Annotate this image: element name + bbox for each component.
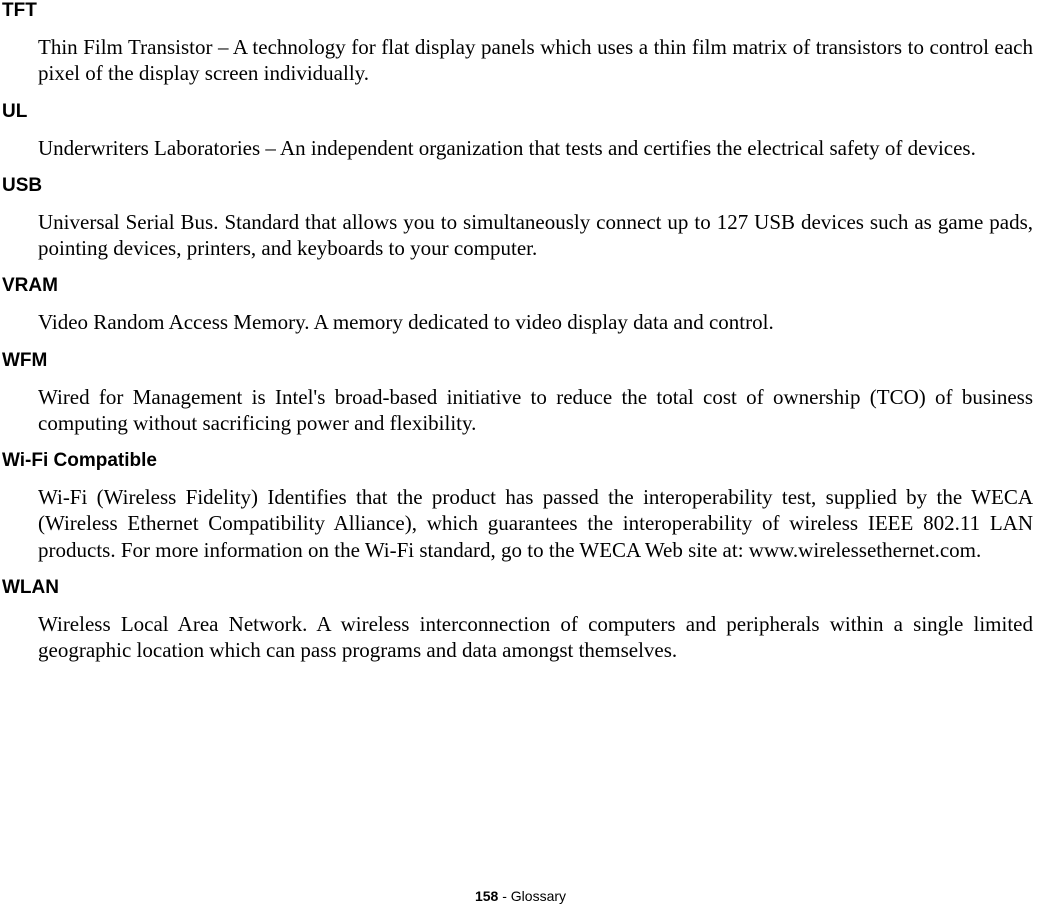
glossary-entry: VRAM Video Random Access Memory. A memor…	[2, 275, 1033, 335]
footer-separator: -	[498, 888, 510, 904]
glossary-page: TFT Thin Film Transistor – A technology …	[0, 0, 1041, 920]
page-footer: 158 - Glossary	[0, 888, 1041, 906]
glossary-term: WLAN	[2, 577, 1033, 599]
glossary-term: USB	[2, 175, 1033, 197]
glossary-term: VRAM	[2, 275, 1033, 297]
glossary-definition: Wi-Fi (Wireless Fidelity) Identifies tha…	[38, 484, 1033, 563]
glossary-definition: Thin Film Transistor – A technology for …	[38, 34, 1033, 87]
glossary-definition: Underwriters Laboratories – An independe…	[38, 135, 1033, 161]
glossary-entry: USB Universal Serial Bus. Standard that …	[2, 175, 1033, 262]
glossary-entry: WFM Wired for Management is Intel's broa…	[2, 350, 1033, 437]
footer-section: Glossary	[511, 888, 566, 904]
glossary-entry: TFT Thin Film Transistor – A technology …	[2, 0, 1033, 87]
glossary-definition: Universal Serial Bus. Standard that allo…	[38, 209, 1033, 262]
glossary-definition: Wireless Local Area Network. A wireless …	[38, 611, 1033, 664]
page-number: 158	[475, 888, 498, 904]
glossary-term: UL	[2, 101, 1033, 123]
glossary-definition: Wired for Management is Intel's broad-ba…	[38, 384, 1033, 437]
glossary-term: TFT	[2, 0, 1033, 22]
glossary-term: Wi-Fi Compatible	[2, 450, 1033, 472]
glossary-term: WFM	[2, 350, 1033, 372]
glossary-definition: Video Random Access Memory. A memory ded…	[38, 309, 1033, 335]
glossary-entry: UL Underwriters Laboratories – An indepe…	[2, 101, 1033, 161]
glossary-entry: WLAN Wireless Local Area Network. A wire…	[2, 577, 1033, 664]
glossary-entry: Wi-Fi Compatible Wi-Fi (Wireless Fidelit…	[2, 450, 1033, 563]
